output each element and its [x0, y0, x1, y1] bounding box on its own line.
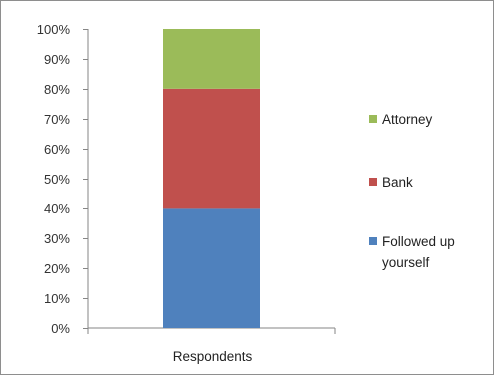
y-tick-label: 40%: [44, 201, 70, 216]
legend-swatch: [369, 237, 377, 245]
legend-label: Followed up yourself: [382, 234, 455, 270]
y-tick-label: 20%: [44, 261, 70, 276]
y-tick-label: 0%: [51, 321, 70, 336]
y-tick-label: 50%: [44, 172, 70, 187]
y-tick-label: 60%: [44, 142, 70, 157]
bars: [163, 29, 260, 328]
legend-swatch: [369, 178, 377, 186]
bar-segment-followed-up-yourself: [163, 208, 260, 328]
y-tick-label: 10%: [44, 291, 70, 306]
y-tick-label: 90%: [44, 52, 70, 67]
category-label: Respondents: [173, 349, 253, 364]
y-tick-label: 30%: [44, 231, 70, 246]
bar-segment-bank: [163, 88, 260, 209]
y-tick-label: 80%: [44, 82, 70, 97]
bar-segment-attorney: [163, 29, 260, 89]
axes: [83, 29, 336, 334]
legend-swatch: [369, 115, 377, 123]
legend: Attorney Bank Followed up yourself: [369, 112, 455, 270]
y-tick-label: 70%: [44, 112, 70, 127]
category-labels: Respondents: [173, 349, 253, 364]
legend-label: Attorney: [382, 112, 433, 127]
legend-label: Bank: [382, 175, 413, 190]
y-tick-labels: 0% 10% 20% 30% 40% 50% 60% 70% 80% 90% 100%: [37, 22, 71, 336]
y-tick-label: 100%: [37, 22, 71, 37]
